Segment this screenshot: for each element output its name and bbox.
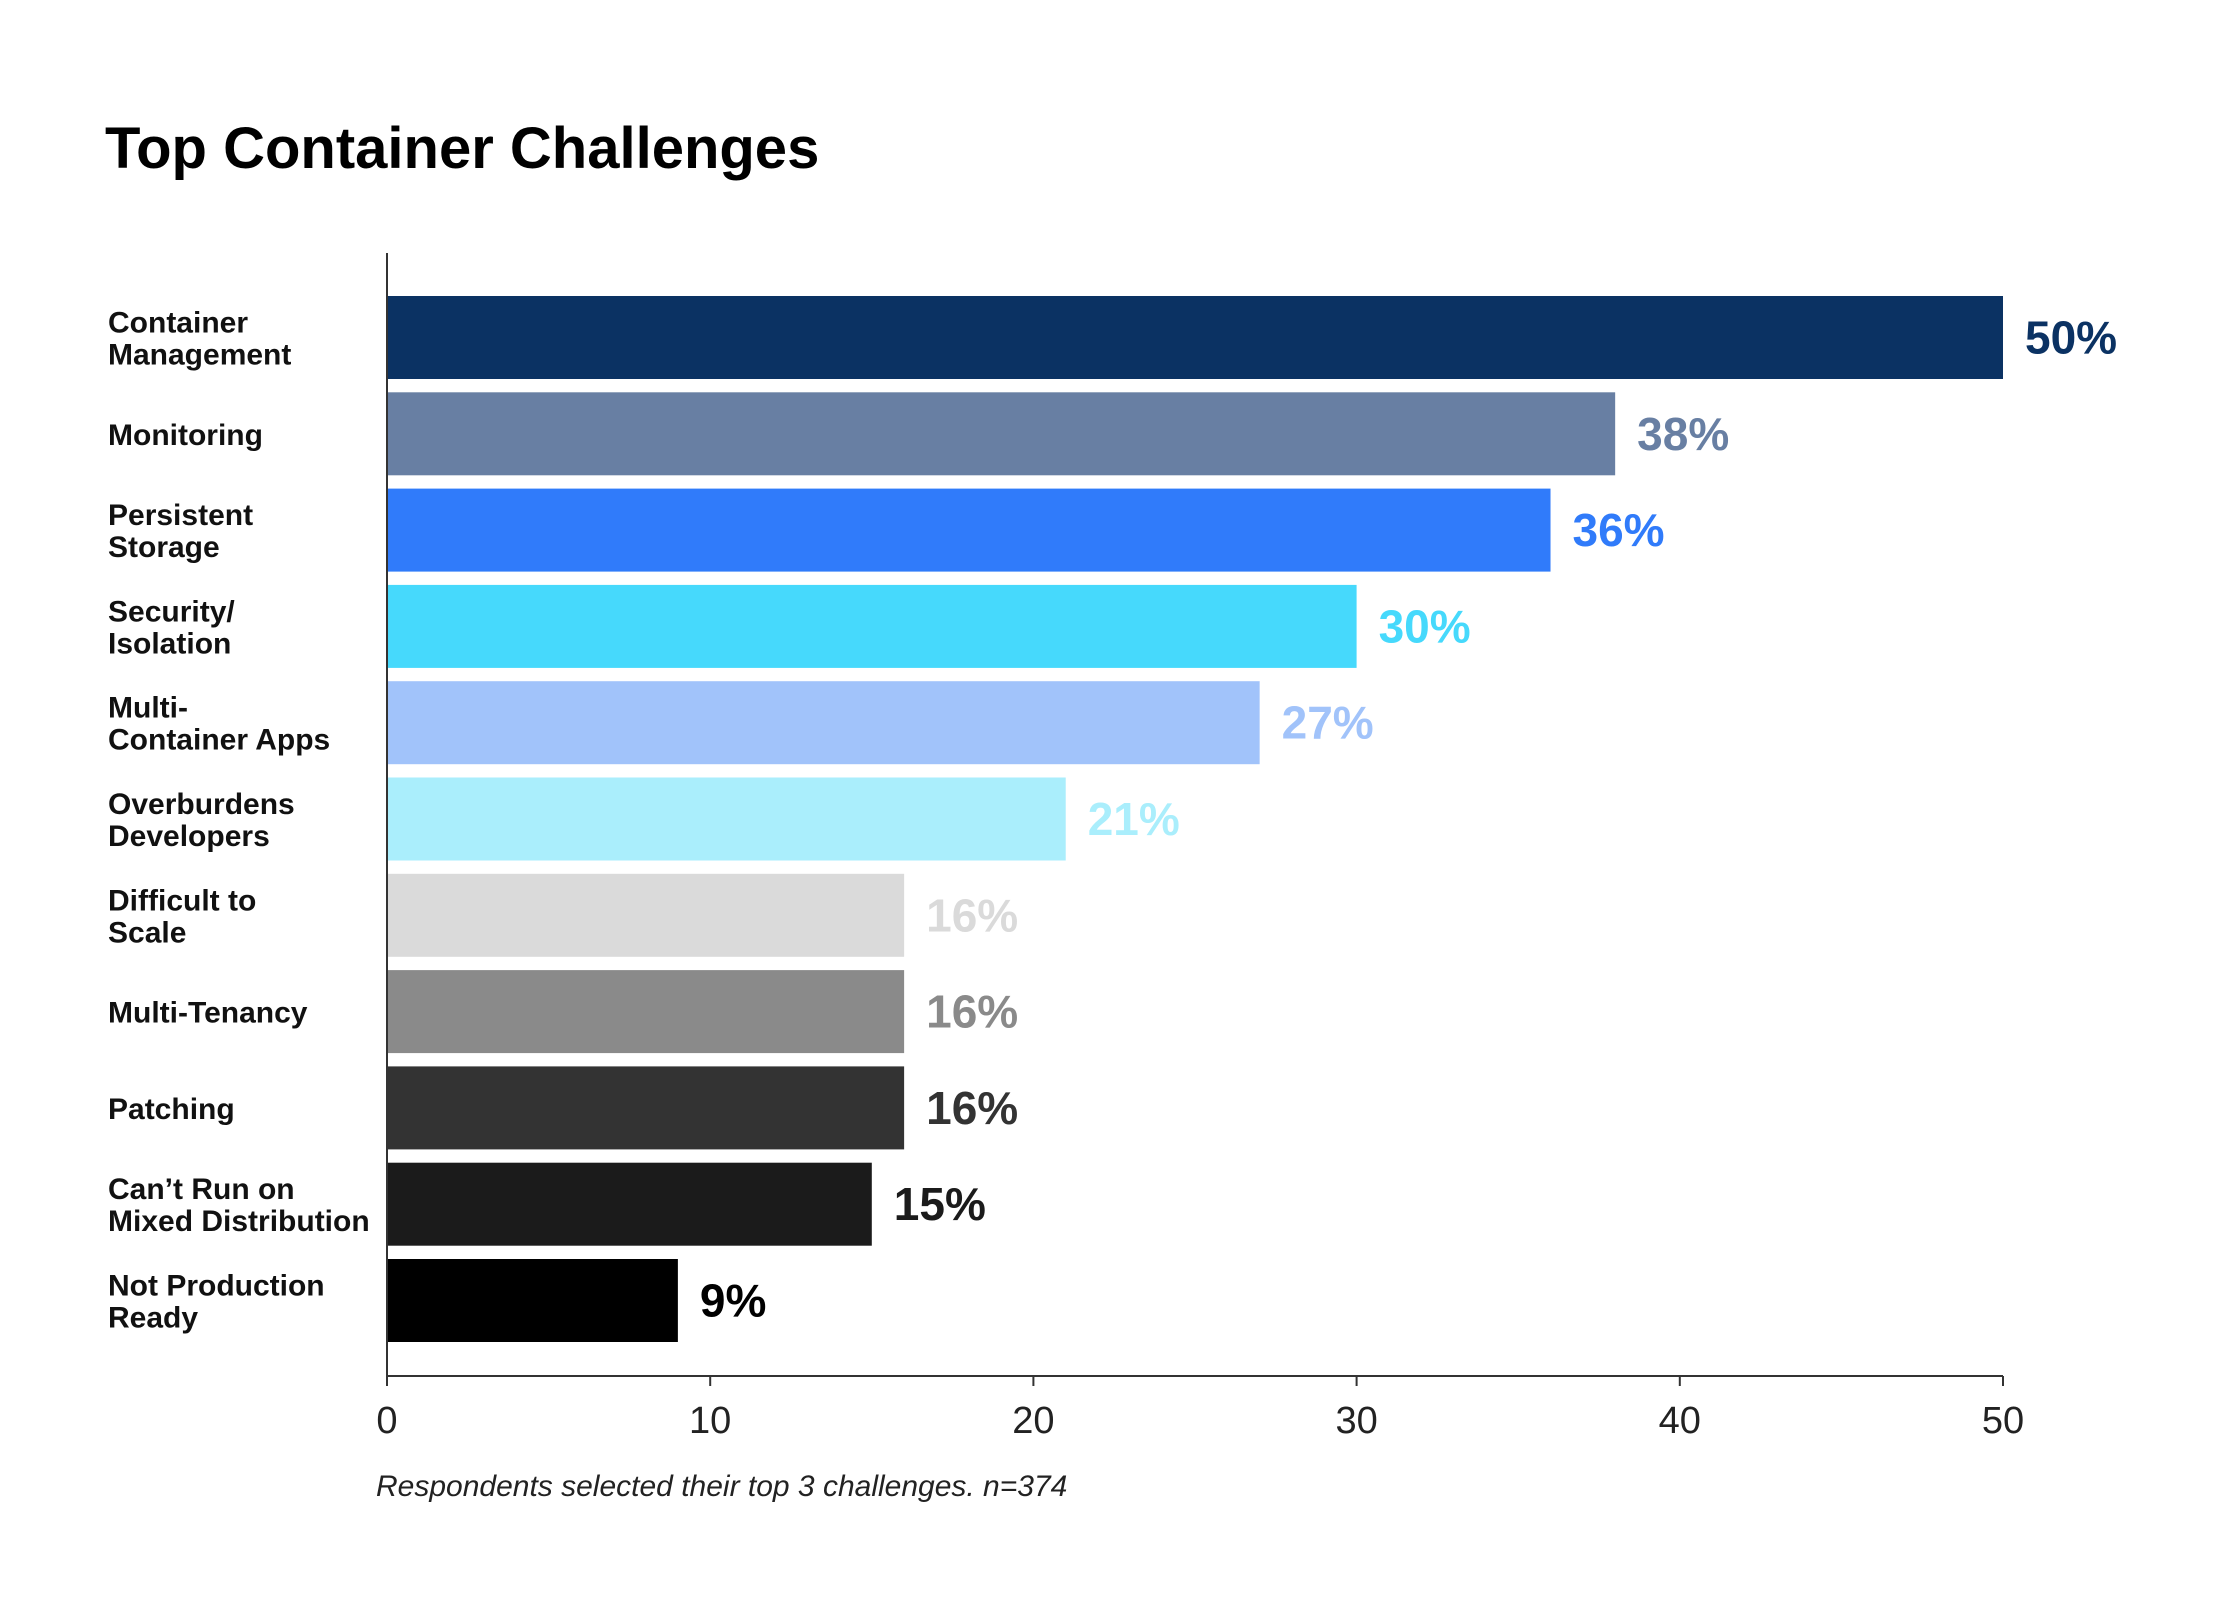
- x-tick-label-1: 10: [689, 1400, 731, 1442]
- value-labels: 50% 38% 36% 30%27% 21% 16% 16% 16% 15% 9%: [700, 312, 2117, 1327]
- bars-layer: [387, 296, 2003, 1342]
- value-label-4: 27%: [1282, 697, 1374, 749]
- category-label-10: Not Production Ready: [108, 1270, 325, 1335]
- value-label-6: 16%: [926, 889, 1018, 941]
- category-label-0: Container Management: [108, 307, 291, 372]
- axes: 0 10 20 30 40 50: [376, 253, 2024, 1442]
- bar-1: [387, 392, 1616, 476]
- value-label-9: 15%: [894, 1178, 986, 1230]
- bar-9: [387, 1162, 872, 1246]
- value-label-7: 16%: [926, 986, 1018, 1038]
- chart-footnote: Respondents selected their top 3 challen…: [376, 1470, 1067, 1503]
- category-label-8: Patching: [108, 1093, 235, 1126]
- bar-2: [387, 488, 1551, 572]
- category-label-6: Difficult to Scale: [108, 884, 256, 949]
- category-label-2: Persistent Storage: [108, 499, 253, 564]
- category-labels: Container Management Monitoring Persistent S…: [108, 307, 370, 1335]
- x-tick-label-0: 0: [376, 1400, 397, 1442]
- value-label-8: 16%: [926, 1082, 1018, 1134]
- bar-6: [387, 873, 905, 957]
- category-label-1: Monitoring: [108, 419, 263, 452]
- category-label-3: Security/Isolation: [108, 595, 235, 660]
- bar-10: [387, 1259, 678, 1342]
- bar-0: [387, 296, 2003, 379]
- x-tick-label-4: 40: [1659, 1400, 1701, 1442]
- chart-title: Top Container Challenges: [105, 116, 819, 181]
- bar-5: [387, 777, 1066, 861]
- category-label-7: Multi-Tenancy: [108, 997, 308, 1030]
- x-tick-label-3: 30: [1335, 1400, 1377, 1442]
- x-tick-label-5: 50: [1982, 1400, 2024, 1442]
- bar-7: [387, 970, 905, 1054]
- category-label-5: Overburdens Developers: [108, 788, 295, 853]
- value-label-5: 21%: [1088, 793, 1180, 845]
- value-label-10: 9%: [700, 1275, 766, 1327]
- value-label-1: 38%: [1637, 408, 1729, 460]
- bar-4: [387, 681, 1260, 765]
- value-label-0: 50%: [2025, 312, 2117, 364]
- value-label-2: 36%: [1573, 504, 1665, 556]
- bar-3: [387, 584, 1357, 668]
- category-label-4: Multi-Container Apps: [108, 692, 330, 757]
- value-label-3: 30%: [1379, 600, 1471, 652]
- bar-8: [387, 1066, 905, 1150]
- x-tick-label-2: 20: [1012, 1400, 1054, 1442]
- category-label-9: Can’t Run on Mixed Distribution: [108, 1173, 370, 1238]
